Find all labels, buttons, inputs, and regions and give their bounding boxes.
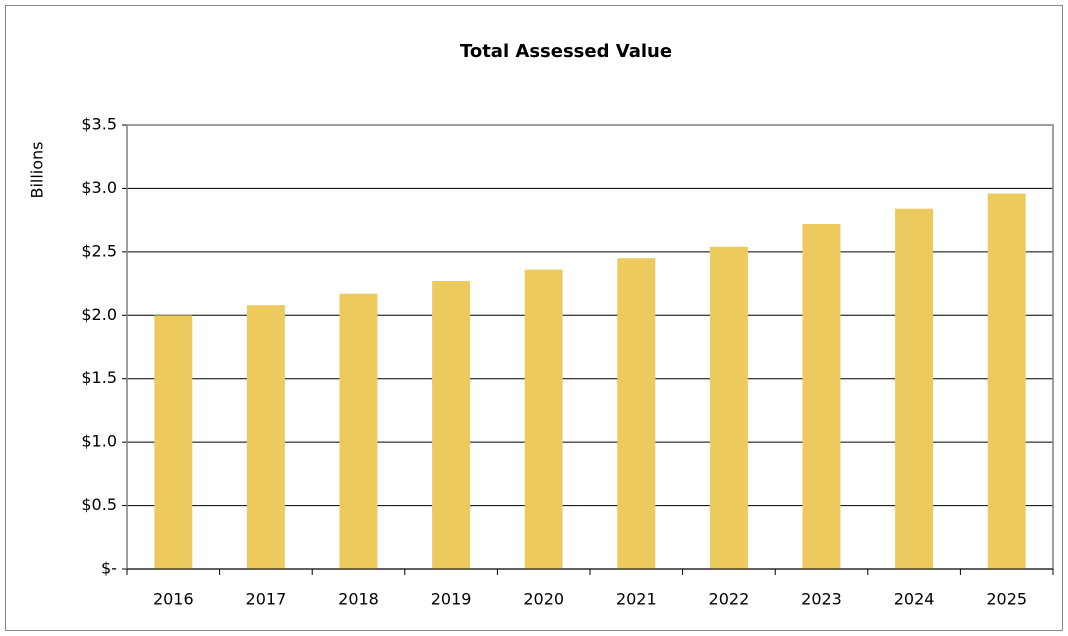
chart-title: Total Assessed Value [460,41,672,62]
bar [339,293,378,569]
x-tick-label: 2021 [616,590,657,609]
y-tick-label: $0.5 [81,495,117,514]
y-tick-label: $3.5 [81,115,117,134]
y-tick-label: $3.0 [81,178,117,197]
y-tick-label: $1.0 [81,432,117,451]
x-tick-label: 2017 [246,590,287,609]
x-tick-label: 2019 [431,590,472,609]
x-tick-label: 2022 [709,590,750,609]
y-tick-label: $2.0 [81,305,117,324]
y-axis-label: Billions [28,141,47,198]
bar [432,281,471,569]
x-tick-label: 2020 [523,590,564,609]
x-tick-label: 2018 [338,590,379,609]
y-tick-label: $- [101,559,117,578]
bar [154,315,193,569]
bar [802,223,841,569]
bar [524,269,563,569]
x-tick-label: 2023 [801,590,842,609]
bar [617,258,656,569]
y-tick-label: $2.5 [81,241,117,260]
y-tick-label: $1.5 [81,368,117,387]
bar [709,246,748,570]
x-tick-label: 2016 [153,590,194,609]
bar [987,193,1026,569]
bar [895,208,934,569]
x-tick-label: 2025 [986,590,1027,609]
x-tick-label: 2024 [894,590,935,609]
bar [246,305,285,569]
